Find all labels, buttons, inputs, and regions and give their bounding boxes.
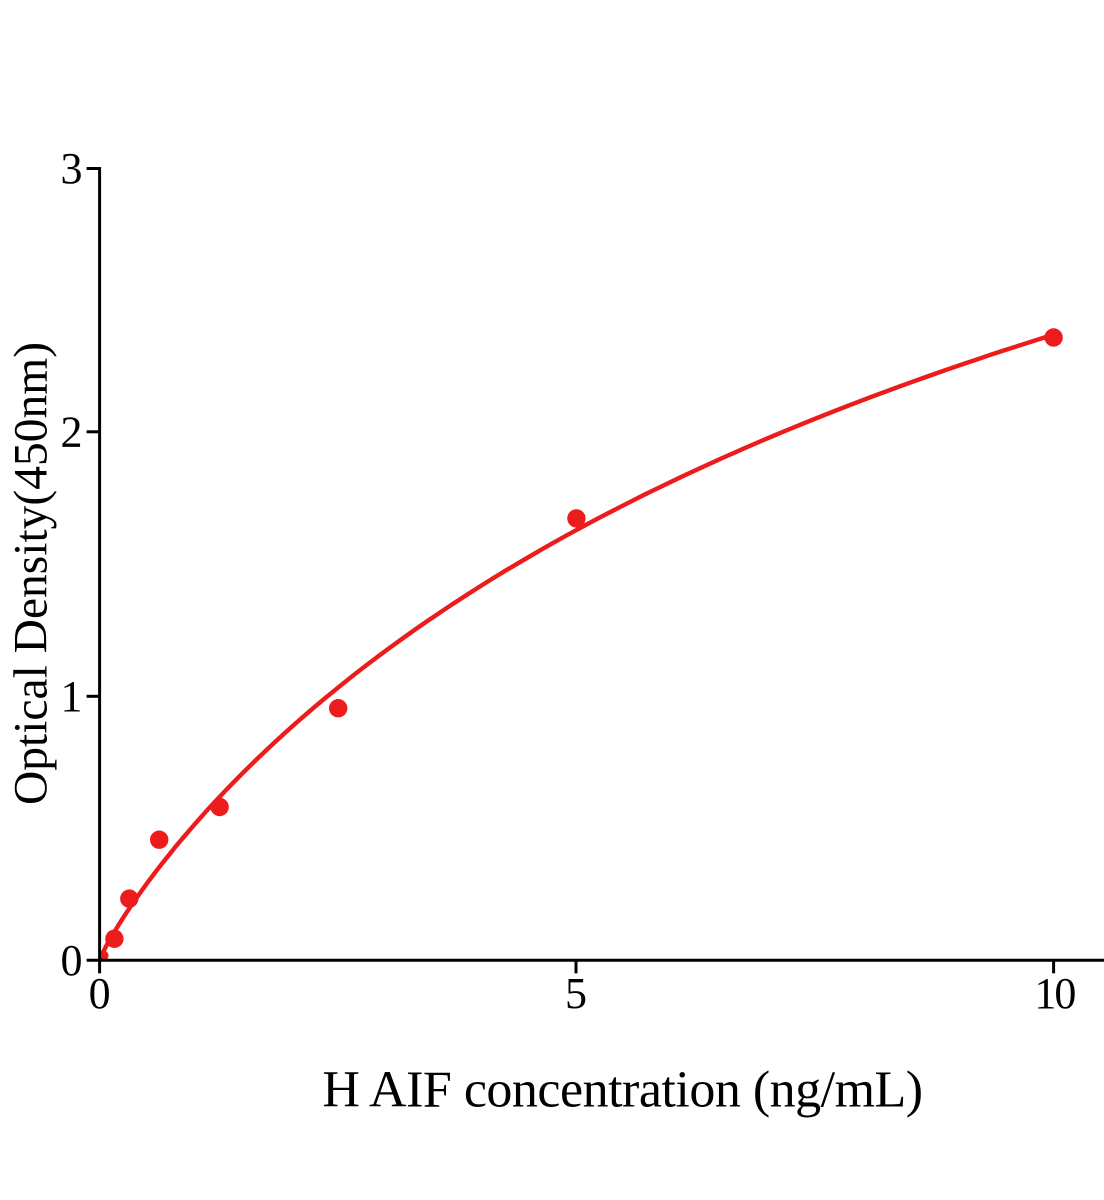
svg-text:Optical Density(450nm): Optical Density(450nm) bbox=[6, 342, 58, 805]
svg-text:1: 1 bbox=[61, 672, 83, 721]
svg-text:5: 5 bbox=[565, 969, 587, 1018]
svg-text:10: 10 bbox=[1034, 969, 1075, 1018]
svg-text:2: 2 bbox=[61, 407, 83, 456]
svg-text:0: 0 bbox=[89, 969, 111, 1018]
svg-text:3: 3 bbox=[61, 144, 83, 193]
svg-text:0: 0 bbox=[61, 936, 83, 985]
svg-text:H AIF concentration (ng/mL): H AIF concentration (ng/mL) bbox=[322, 1062, 922, 1119]
